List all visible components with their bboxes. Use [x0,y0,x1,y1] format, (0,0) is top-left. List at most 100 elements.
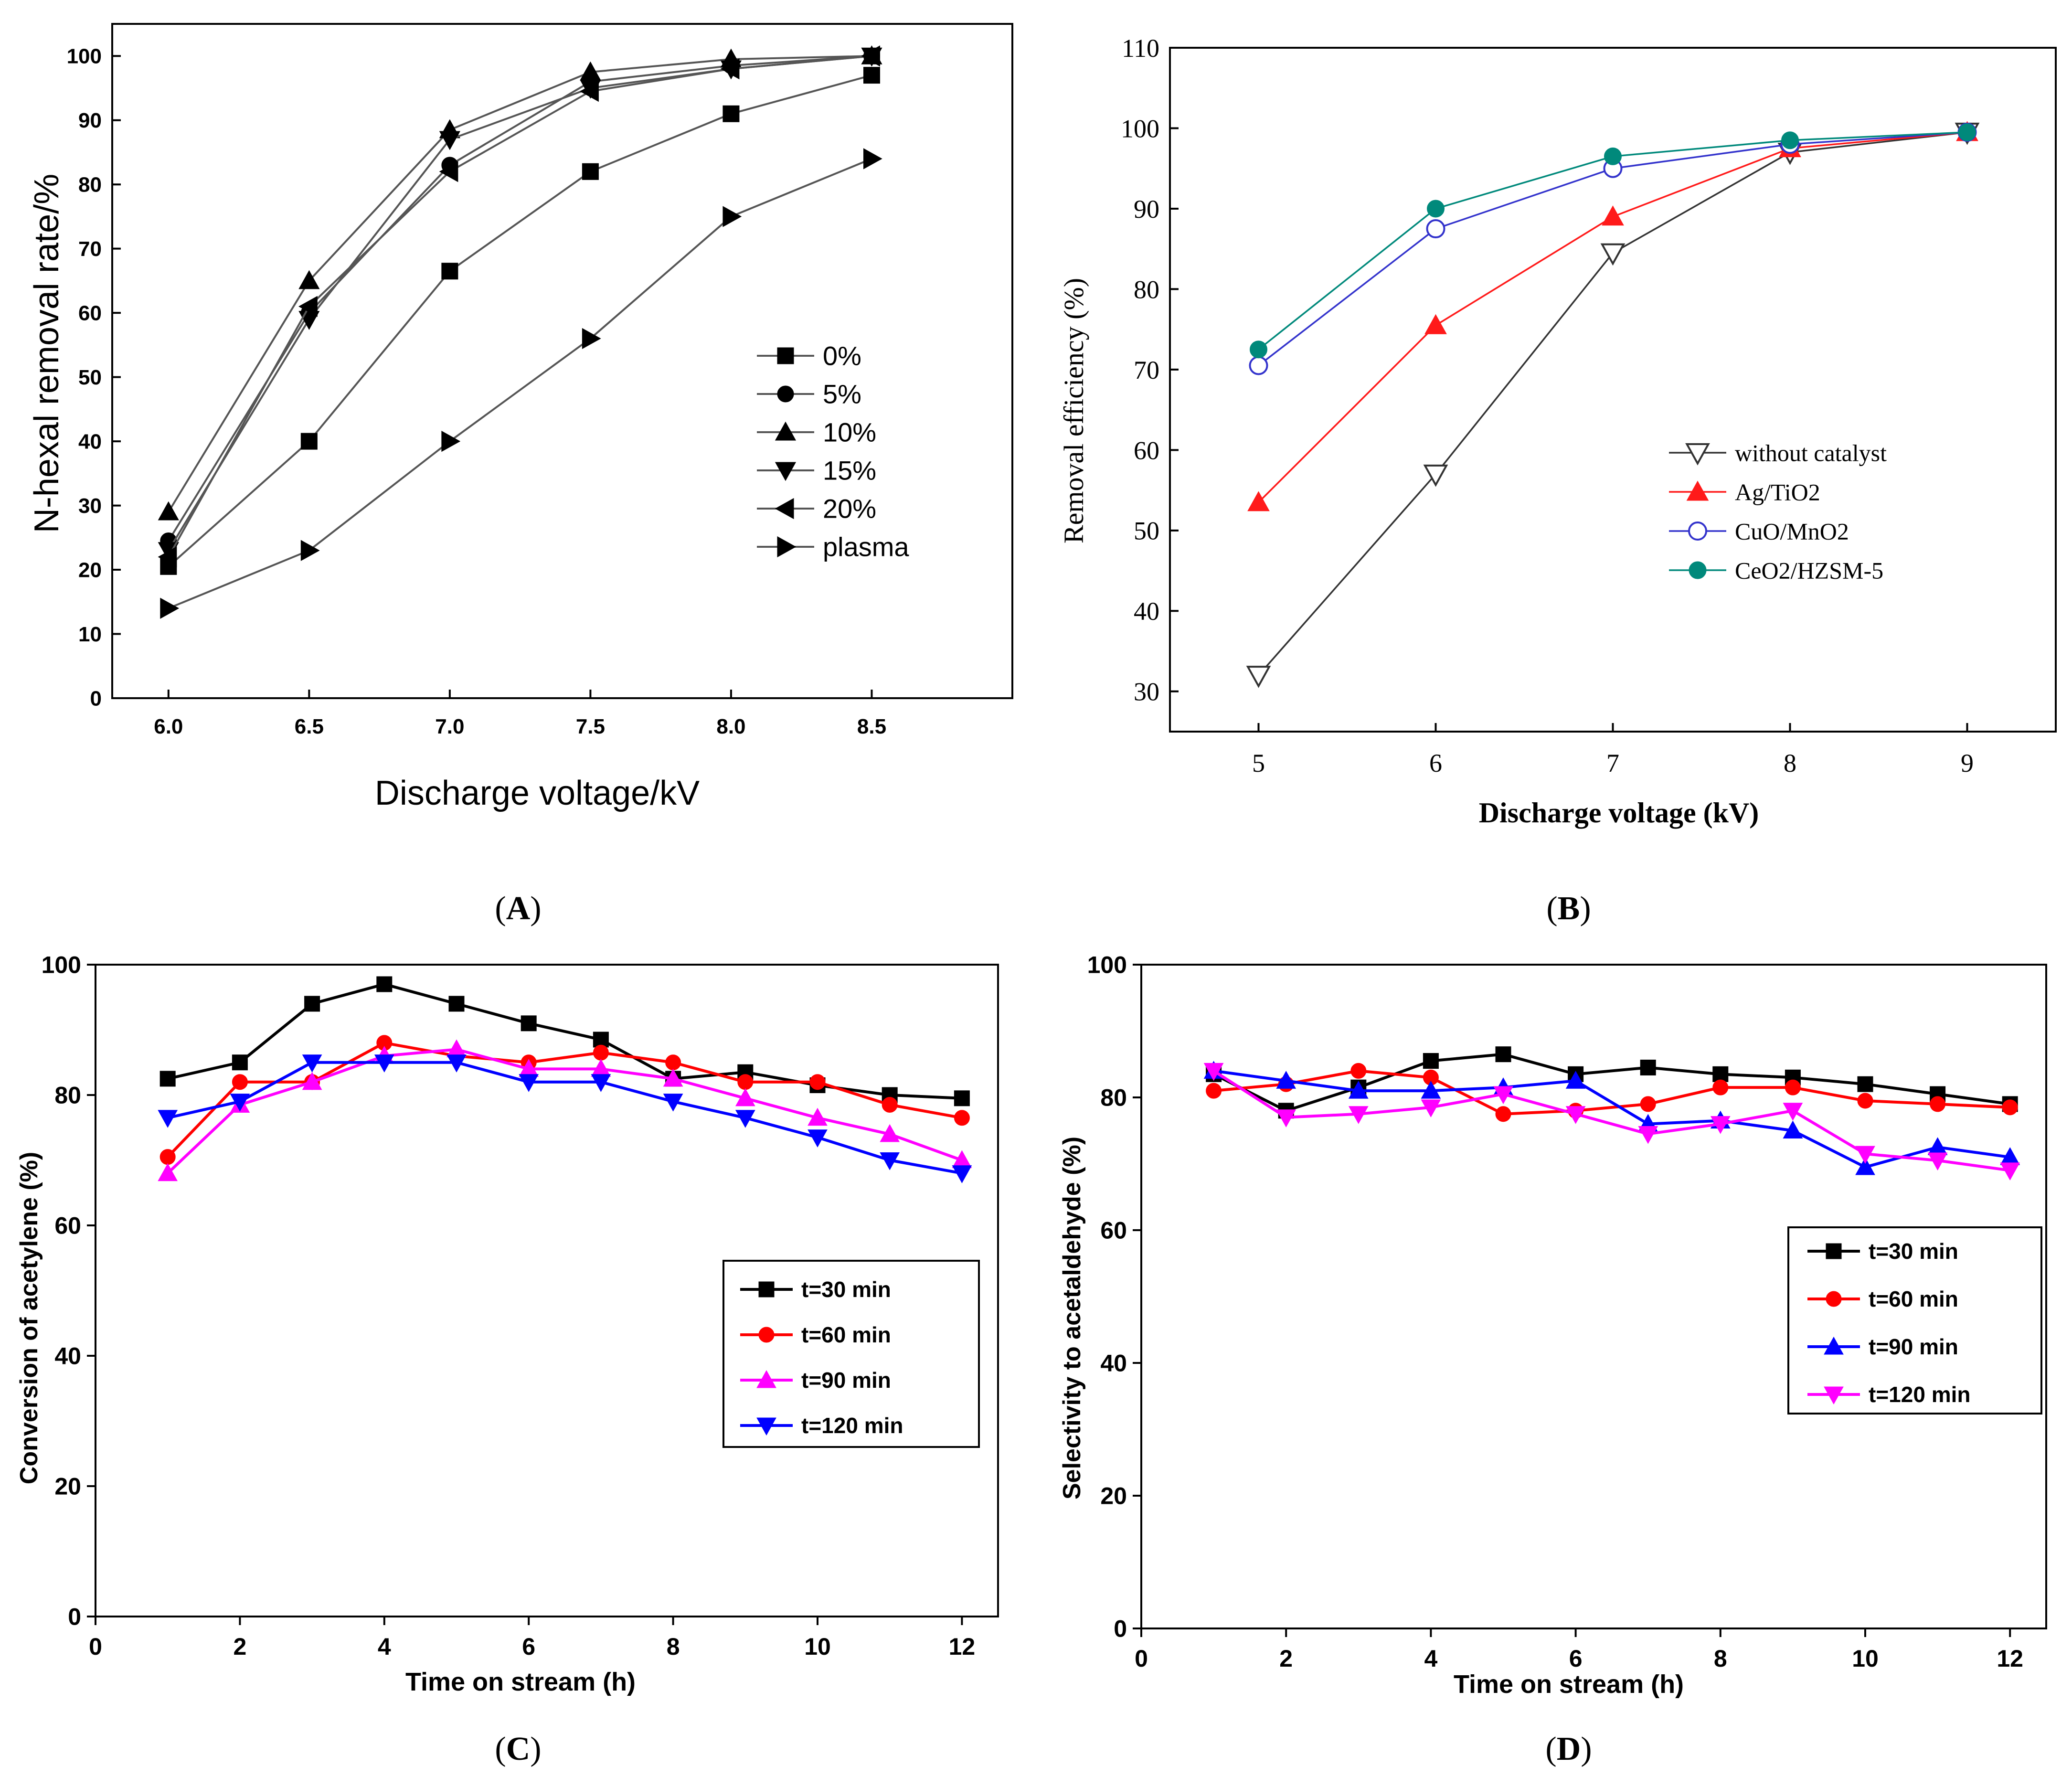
chart-d-plot: 0 2 4 6 8 10 12 0 20 40 60 80 100 t=30 min t=60 min t=9… [1087,952,2047,1672]
chart-d-xtick-label: 6 [1569,1645,1583,1672]
chart-c-data-point [519,1074,539,1092]
chart-a-xtick-label: 8.5 [857,715,886,738]
chart-a-ytick-label: 0 [90,687,102,710]
chart-a-data-point [582,328,601,350]
chart-d-data-point [2002,1099,2018,1116]
chart-b-xlabel: Discharge voltage (kV) [1479,797,1759,829]
caption-c: (C) [495,1731,541,1767]
chart-a-data-point [439,161,458,182]
chart-c-data-point [448,996,465,1012]
chart-c-data-point [159,1149,176,1165]
chart-d-data-point [1495,1046,1511,1063]
chart-a-data-point [160,597,180,619]
chart-b-data-point [1246,666,1271,688]
chart-a-plot: 6.0 6.5 7.0 7.5 8.0 8.5 0 10 20 30 40 50 60 70 80 90 100… [67,23,1013,738]
chart-a-data-point [300,540,320,561]
chart-d-series-line [1212,1069,2010,1172]
chart-c-data-point [302,1072,322,1090]
chart-d-data-point [1855,1146,1875,1164]
chart-c-data-point [952,1165,972,1183]
chart-d-data-point [1495,1106,1511,1122]
chart-d-data-point [1423,1053,1439,1069]
chart-c-data-point [304,996,320,1012]
chart-a-data-point [861,45,880,67]
chart-d-data-point [1203,1063,1224,1081]
chart-a-legend-marker [775,498,794,520]
chart-a-xtick-label: 7.5 [576,715,605,738]
chart-c-series-3 [158,1054,972,1183]
chart-c-ylabel: Conversion of acetylene (%) [15,1152,43,1484]
chart-d-legend-label: t=90 min [1869,1334,1958,1359]
chart-d-data-point [1493,1086,1513,1105]
chart-a-xtick-label: 7.0 [435,715,464,738]
chart-c-legend-marker [758,1281,775,1298]
chart-b-data-point [1249,356,1268,375]
chart-a-ytick-label: 90 [78,109,102,132]
caption-a: (A) [495,890,541,927]
chart-c-data-point [158,1163,178,1181]
chart-d-xtick-label: 0 [1135,1645,1148,1672]
chart-b-xtick-label: 6 [1429,749,1442,777]
chart-b-data-point [1424,314,1447,334]
chart-d-legend: t=30 min t=60 min t=90 min t=120 min [1787,1226,2042,1415]
chart-d-legend-marker [1826,1291,1842,1307]
chart-a-xtick-label: 6.5 [295,715,324,738]
chart-c-data-point [809,1074,826,1090]
chart-b-xtick-label: 9 [1961,749,1974,777]
chart-c-data-point [880,1152,900,1170]
chart-d-legend-marker [1826,1243,1842,1259]
chart-b-ytick-label: 50 [1134,517,1159,545]
chart-a-ytick-label: 50 [78,366,102,389]
chart-b-plot: 5 6 7 8 9 30 40 50 60 70 80 90 100 110 without catalys… [1121,34,2057,777]
caption-d-letter: D [1557,1731,1581,1767]
chart-d-data-point [1565,1106,1586,1124]
chart-d-data-point [1855,1157,1875,1175]
chart-c-data-point [158,1110,178,1128]
chart-b-data-point [1426,219,1445,239]
chart-c-data-point [665,1054,681,1071]
chart-c-series-line [167,1048,963,1174]
chart-c-data-point [593,1032,609,1048]
chart-d-data-point [1712,1066,1729,1082]
chart-d-xtick-label: 4 [1424,1645,1437,1672]
chart-c-data-point [663,1068,683,1087]
chart-a-series-line [168,158,872,609]
chart-b-series-0 [1246,122,1980,688]
chart-b-legend-marker [1685,443,1710,466]
chart-d-xtick-label: 12 [1997,1645,2023,1672]
chart-b-ytick-label: 70 [1134,356,1159,384]
chart-a-ytick-label: 20 [78,558,102,582]
chart-d-series-line [1213,1069,2010,1169]
chart-a-data-point [439,131,460,150]
chart-c-ytick-label: 80 [54,1082,81,1109]
chart-a-legend-label: 0% [823,341,861,371]
caption-a-letter: A [506,890,531,927]
chart-d-xtick-label: 8 [1714,1645,1727,1672]
chart-a-series-2 [158,45,882,521]
chart-a-series-line [168,74,872,567]
panel-b: 5 6 7 8 9 30 40 50 60 70 80 90 100 110 without catalys… [1058,34,2057,927]
chart-a-data-point [723,105,740,122]
chart-c-data-point [663,1094,683,1112]
chart-b-data-point [1247,491,1270,511]
chart-a-xlabel: Discharge voltage/kV [375,774,700,812]
chart-b-legend-label: without catalyst [1735,440,1887,467]
chart-c-data-point [737,1074,754,1090]
chart-a-legend-label: 5% [823,379,861,409]
chart-c-data-point [376,976,393,992]
chart-d-series-1 [1206,1063,2018,1122]
chart-c-data-point [880,1124,900,1142]
chart-a-legend-marker [777,536,797,558]
chart-b-data-point [1958,123,1976,141]
chart-a-ytick-label: 30 [78,494,102,518]
chart-b-legend-marker [1688,521,1707,541]
chart-c-xtick-label: 6 [522,1633,535,1660]
chart-b-xtick-label: 5 [1252,749,1265,777]
chart-d-data-point [1783,1120,1803,1138]
chart-a-legend-marker [775,421,797,441]
chart-a-legend-label: plasma [823,532,909,562]
chart-d-series-3 [1203,1063,2020,1181]
chart-a-frame [111,23,1013,699]
chart-c-data-point [593,1044,609,1061]
